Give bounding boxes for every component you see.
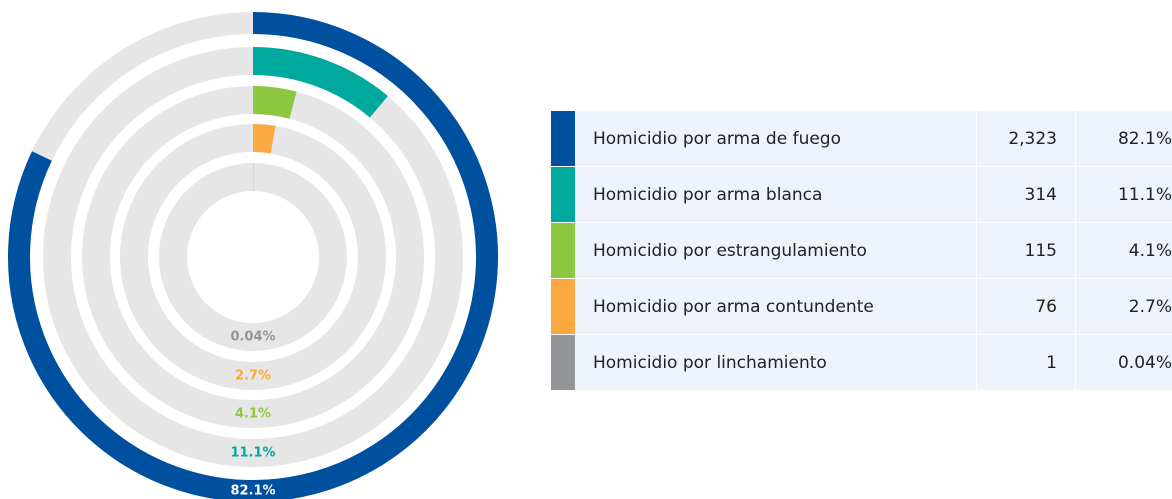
ring-bar — [8, 12, 498, 499]
ring-bar — [252, 47, 388, 118]
legend-row: Homicidio por estrangulamiento 115 4.1% — [551, 223, 1172, 278]
legend-swatch — [551, 279, 575, 334]
value-label: 0.04% — [230, 330, 275, 345]
legend-table: Homicidio por arma de fuego 2,323 82.1% Hom… — [551, 110, 1172, 391]
percent: 4.1% — [1076, 223, 1172, 278]
percent: 2.7% — [1076, 279, 1172, 334]
percent: 11.1% — [1076, 167, 1172, 222]
value-label: 2.7% — [235, 369, 271, 384]
count: 115 — [977, 223, 1076, 278]
legend-row: Homicidio por arma blanca 314 11.1% — [551, 167, 1172, 222]
legend-row: Homicidio por arma de fuego 2,323 82.1% — [551, 111, 1172, 166]
value-label: 11.1% — [230, 446, 275, 461]
value-label: 82.1% — [230, 484, 275, 499]
value-label: 4.1% — [235, 407, 271, 422]
legend-row: Homicidio por arma contundente 76 2.7% — [551, 279, 1172, 334]
ring-track — [43, 47, 463, 467]
ring-bar — [252, 86, 297, 119]
count: 2,323 — [977, 111, 1076, 166]
percent: 82.1% — [1076, 111, 1172, 166]
legend-row: Homicidio por linchamiento 1 0.04% — [551, 335, 1172, 390]
count: 1 — [977, 335, 1076, 390]
radial-chart: 82.1% 11.1% 4.1% 2.7% 0.04% — [8, 12, 498, 499]
legend-swatch — [551, 111, 575, 166]
legend-swatch — [551, 167, 575, 222]
category-name: Homicidio por estrangulamiento — [575, 223, 977, 278]
count: 76 — [977, 279, 1076, 334]
category-name: Homicidio por arma blanca — [575, 167, 977, 222]
ring-bar — [252, 124, 276, 154]
category-name: Homicidio por linchamiento — [575, 335, 977, 390]
percent: 0.04% — [1076, 335, 1172, 390]
ring-track — [159, 163, 347, 351]
count: 314 — [977, 167, 1076, 222]
legend-swatch — [551, 223, 575, 278]
category-name: Homicidio por arma contundente — [575, 279, 977, 334]
category-name: Homicidio por arma de fuego — [575, 111, 977, 166]
legend-swatch — [551, 335, 575, 390]
